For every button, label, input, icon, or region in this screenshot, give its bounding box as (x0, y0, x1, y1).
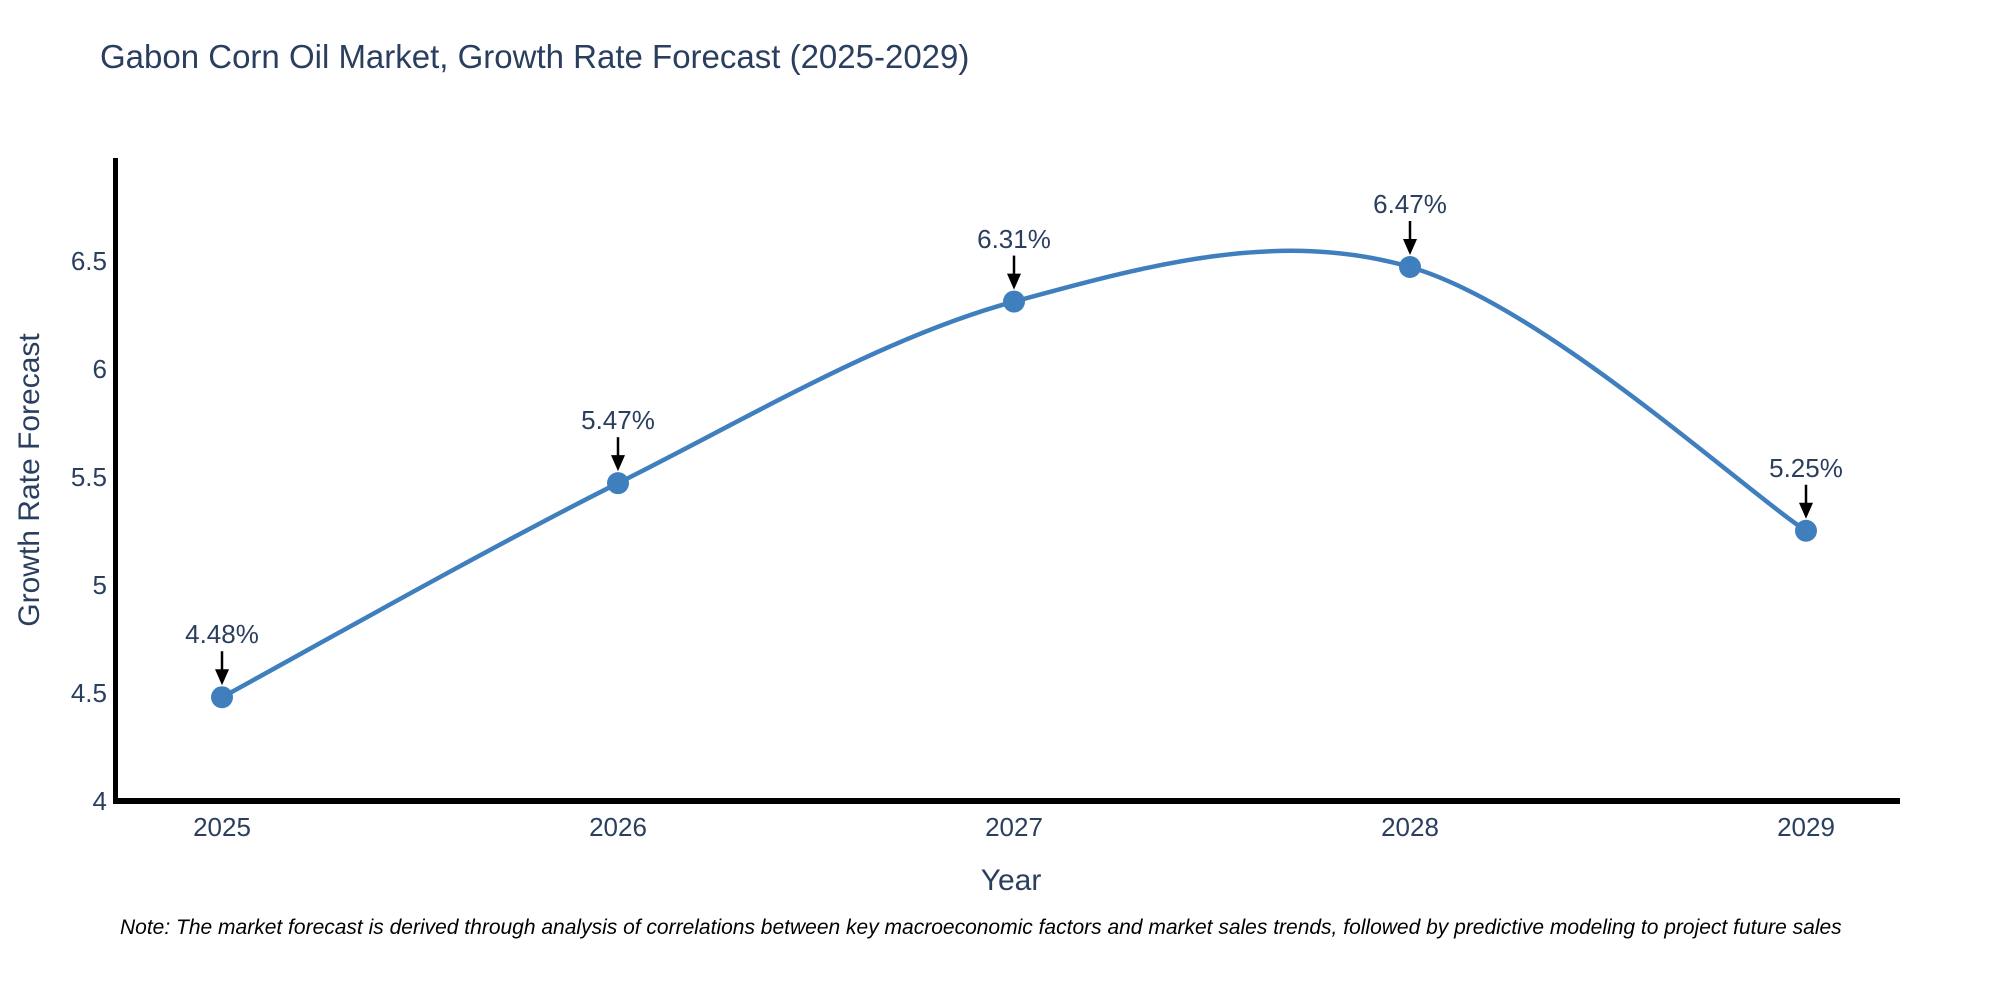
data-point-marker[interactable] (1795, 519, 1817, 542)
chart-title: Gabon Corn Oil Market, Growth Rate Forec… (100, 38, 970, 75)
annotation-arrow-head (1799, 502, 1813, 519)
x-axis-title: Year (980, 864, 1042, 897)
data-point-marker[interactable] (211, 686, 233, 709)
annotation-arrow-head (1007, 273, 1021, 290)
data-point-marker[interactable] (1003, 290, 1025, 313)
trend-line (219, 248, 1809, 700)
chart-footnote: Note: The market forecast is derived thr… (120, 916, 1842, 939)
annotation-arrow-head (611, 455, 625, 472)
y-axis-title: Growth Rate Forecast (13, 333, 46, 627)
annotation-arrow-head (1403, 238, 1417, 255)
data-point-marker[interactable] (607, 472, 629, 495)
annotation-arrow-head (215, 669, 229, 686)
data-point-marker[interactable] (1399, 255, 1421, 278)
